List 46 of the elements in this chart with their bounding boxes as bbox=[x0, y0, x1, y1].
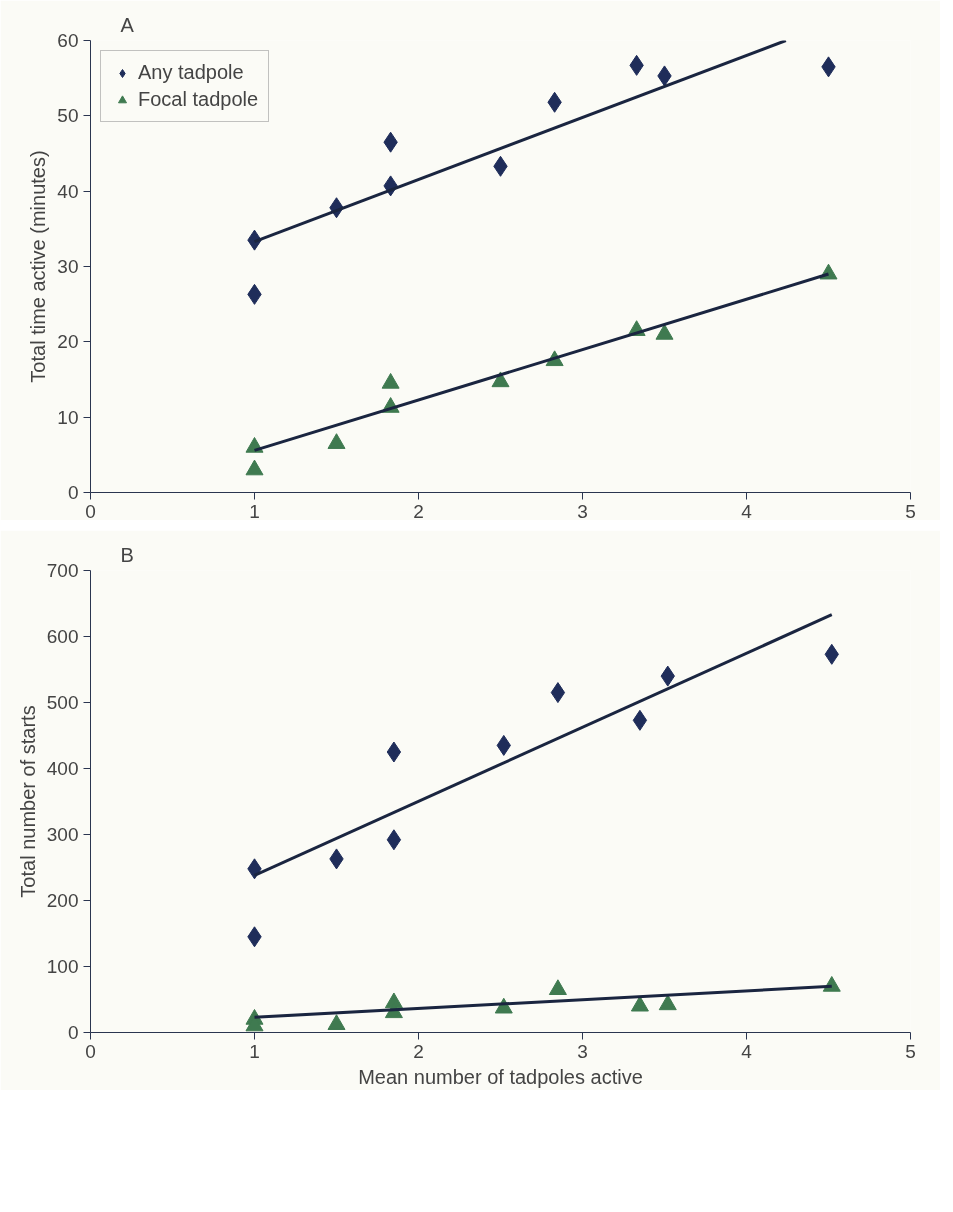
y-tick-label: 100 bbox=[46, 956, 79, 977]
y-tick-label: 500 bbox=[46, 692, 79, 713]
point bbox=[548, 979, 567, 996]
x-tick-label: 3 bbox=[577, 500, 588, 522]
point bbox=[386, 741, 402, 763]
y-tick-label: 700 bbox=[46, 560, 79, 581]
legend-label: Focal tadpole bbox=[138, 88, 259, 111]
x-tick-label: 5 bbox=[905, 500, 916, 522]
y-tick-label: 60 bbox=[57, 30, 79, 51]
point bbox=[381, 372, 400, 389]
y-tick-label: 600 bbox=[46, 626, 79, 647]
point bbox=[658, 994, 677, 1011]
y-tick-label: 0 bbox=[67, 1022, 79, 1043]
point bbox=[491, 371, 510, 388]
chart-title: A bbox=[120, 13, 135, 36]
x-tick-label: 3 bbox=[577, 1040, 588, 1062]
x-tick-label: 1 bbox=[249, 500, 260, 522]
x-tick-label: 1 bbox=[249, 1040, 260, 1062]
y-tick-label: 40 bbox=[57, 180, 79, 202]
y-tick-label: 30 bbox=[57, 256, 79, 277]
x-axis-title: Mean number of tadpoles active bbox=[358, 1065, 643, 1088]
x-tick-label: 4 bbox=[741, 1040, 753, 1062]
chart-title: B bbox=[120, 543, 134, 566]
y-tick-label: 300 bbox=[46, 824, 79, 845]
y-tick-label: 400 bbox=[46, 758, 79, 779]
y-axis-title: Total number of starts bbox=[16, 705, 39, 898]
legend-label: Any tadpole bbox=[138, 61, 244, 84]
y-tick-label: 200 bbox=[46, 890, 79, 911]
y-tick-label: 50 bbox=[57, 105, 79, 127]
x-tick-label: 0 bbox=[85, 1040, 96, 1062]
x-tick-label: 2 bbox=[413, 500, 424, 522]
point bbox=[386, 829, 402, 851]
point bbox=[327, 433, 346, 449]
y-tick-label: 20 bbox=[57, 331, 79, 353]
point bbox=[655, 323, 674, 340]
point bbox=[550, 682, 566, 704]
y-tick-label: 0 bbox=[67, 482, 79, 503]
x-tick-label: 2 bbox=[413, 1040, 424, 1062]
point bbox=[632, 709, 648, 731]
x-tick-label: 5 bbox=[905, 1040, 916, 1062]
y-tick-label: 10 bbox=[57, 406, 79, 428]
x-tick-label: 4 bbox=[741, 500, 753, 522]
y-axis-title: Total time active (minutes) bbox=[27, 150, 50, 383]
x-tick-label: 0 bbox=[85, 500, 96, 522]
point bbox=[245, 459, 264, 476]
point bbox=[327, 1014, 346, 1030]
